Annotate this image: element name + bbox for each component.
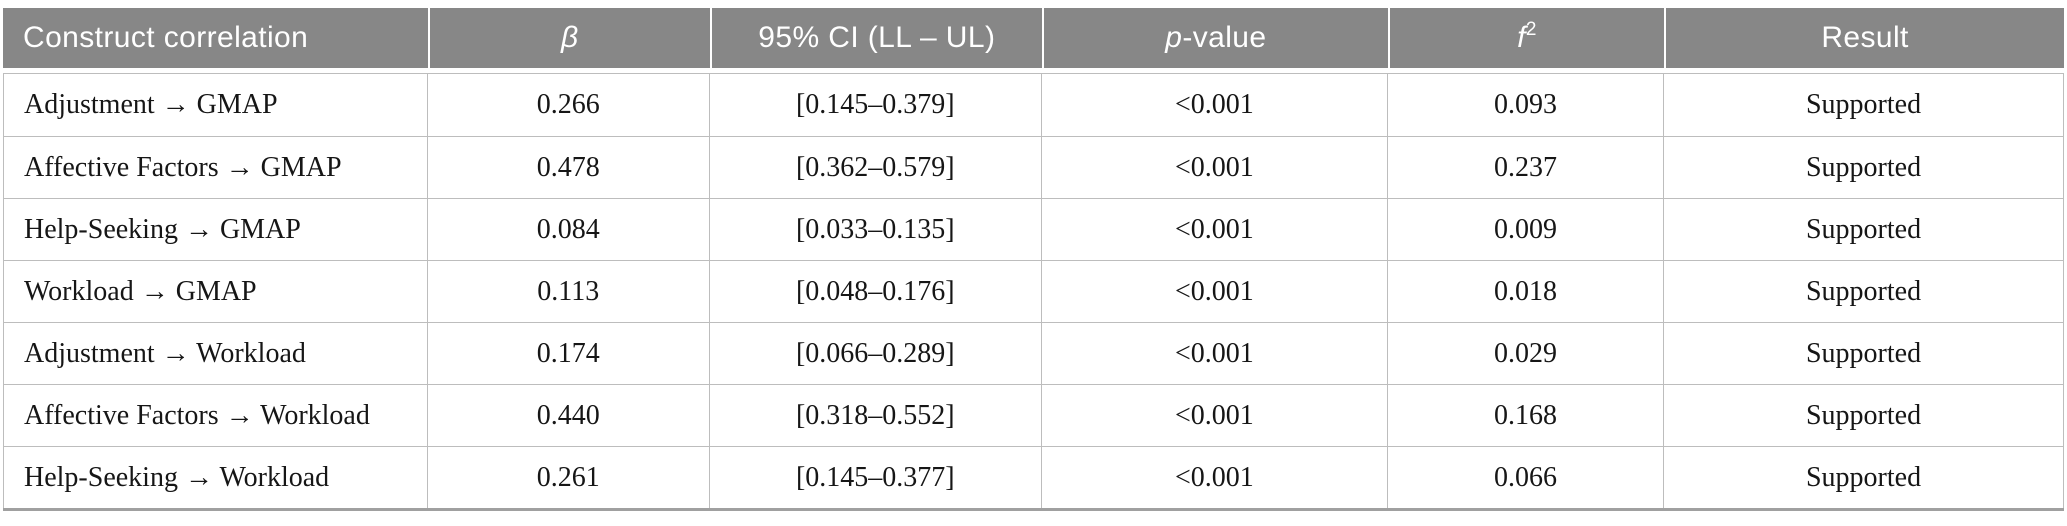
cell-ci: [0.145–0.377] (710, 447, 1042, 508)
cell-result: Supported (1664, 74, 2064, 136)
cell-result: Supported (1664, 447, 2064, 508)
cell-ci: [0.033–0.135] (710, 199, 1042, 260)
cell-beta: 0.113 (428, 261, 710, 322)
cell-ci: [0.066–0.289] (710, 323, 1042, 384)
cell-f2: 0.093 (1388, 74, 1665, 136)
cell-construct: Adjustment → GMAP (3, 74, 428, 136)
cell-result: Supported (1664, 261, 2064, 322)
cell-beta: 0.478 (428, 137, 710, 198)
header-label-segment: p (1165, 21, 1183, 54)
cell-ci: [0.048–0.176] (710, 261, 1042, 322)
table-row: Help-Seeking → Workload 0.261 [0.145–0.377… (3, 446, 2064, 508)
cell-f2: 0.018 (1388, 261, 1665, 322)
header-label-segment: Result (1821, 21, 1909, 54)
cell-ci: [0.145–0.379] (710, 74, 1042, 136)
cell-p_value: <0.001 (1042, 447, 1388, 508)
table-row: Help-Seeking → GMAP 0.084 [0.033–0.135] <0.… (3, 198, 2064, 260)
cell-beta: 0.440 (428, 385, 710, 446)
table-row: Adjustment → GMAP 0.266 [0.145–0.379] <0.00… (3, 74, 2064, 136)
cell-construct: Affective Factors → Workload (3, 385, 428, 446)
cell-ci: [0.318–0.552] (710, 385, 1042, 446)
cell-f2: 0.066 (1388, 447, 1665, 508)
header-cell-beta: β (427, 8, 710, 68)
header-cell-result: Result (1664, 8, 2064, 68)
header-cell-p_value: p -value (1041, 8, 1388, 68)
results-table: Construct correlation β 95% CI (LL – UL) p -… (3, 8, 2064, 511)
cell-p_value: <0.001 (1042, 385, 1388, 446)
cell-f2: 0.029 (1388, 323, 1665, 384)
cell-p_value: <0.001 (1042, 261, 1388, 322)
cell-construct: Help-Seeking → Workload (3, 447, 428, 508)
header-cell-ci: 95% CI (LL – UL) (709, 8, 1042, 68)
header-label-segment: Construct correlation (23, 21, 309, 54)
cell-beta: 0.174 (428, 323, 710, 384)
cell-p_value: <0.001 (1042, 137, 1388, 198)
table-body: Adjustment → GMAP 0.266 [0.145–0.379] <0.00… (3, 73, 2064, 511)
cell-beta: 0.261 (428, 447, 710, 508)
cell-construct: Affective Factors → GMAP (3, 137, 428, 198)
header-label-segment: f (1517, 21, 1526, 54)
cell-f2: 0.237 (1388, 137, 1665, 198)
cell-result: Supported (1664, 137, 2064, 198)
cell-p_value: <0.001 (1042, 323, 1388, 384)
cell-construct: Adjustment → Workload (3, 323, 428, 384)
cell-beta: 0.266 (428, 74, 710, 136)
header-label-segment: β (560, 21, 579, 54)
cell-construct: Workload → GMAP (3, 261, 428, 322)
cell-ci: [0.362–0.579] (710, 137, 1042, 198)
header-cell-construct: Construct correlation (3, 8, 428, 68)
table-row: Affective Factors → Workload 0.440 [0.318–… (3, 384, 2064, 446)
cell-result: Supported (1664, 385, 2064, 446)
cell-f2: 0.009 (1388, 199, 1665, 260)
cell-result: Supported (1664, 323, 2064, 384)
header-label-segment: 95% CI (LL – UL) (758, 21, 996, 54)
cell-result: Supported (1664, 199, 2064, 260)
cell-p_value: <0.001 (1042, 74, 1388, 136)
cell-f2: 0.168 (1388, 385, 1665, 446)
table-row: Affective Factors → GMAP 0.478 [0.362–0.57… (3, 136, 2064, 198)
cell-construct: Help-Seeking → GMAP (3, 199, 428, 260)
table-row: Workload → GMAP 0.113 [0.048–0.176] <0.001 0… (3, 260, 2064, 322)
header-label-segment: -value (1182, 21, 1267, 54)
cell-beta: 0.084 (428, 199, 710, 260)
table-row: Adjustment → Workload 0.174 [0.066–0.289] <… (3, 322, 2064, 384)
table-header-row: Construct correlation β 95% CI (LL – UL) p -… (3, 8, 2064, 68)
cell-p_value: <0.001 (1042, 199, 1388, 260)
